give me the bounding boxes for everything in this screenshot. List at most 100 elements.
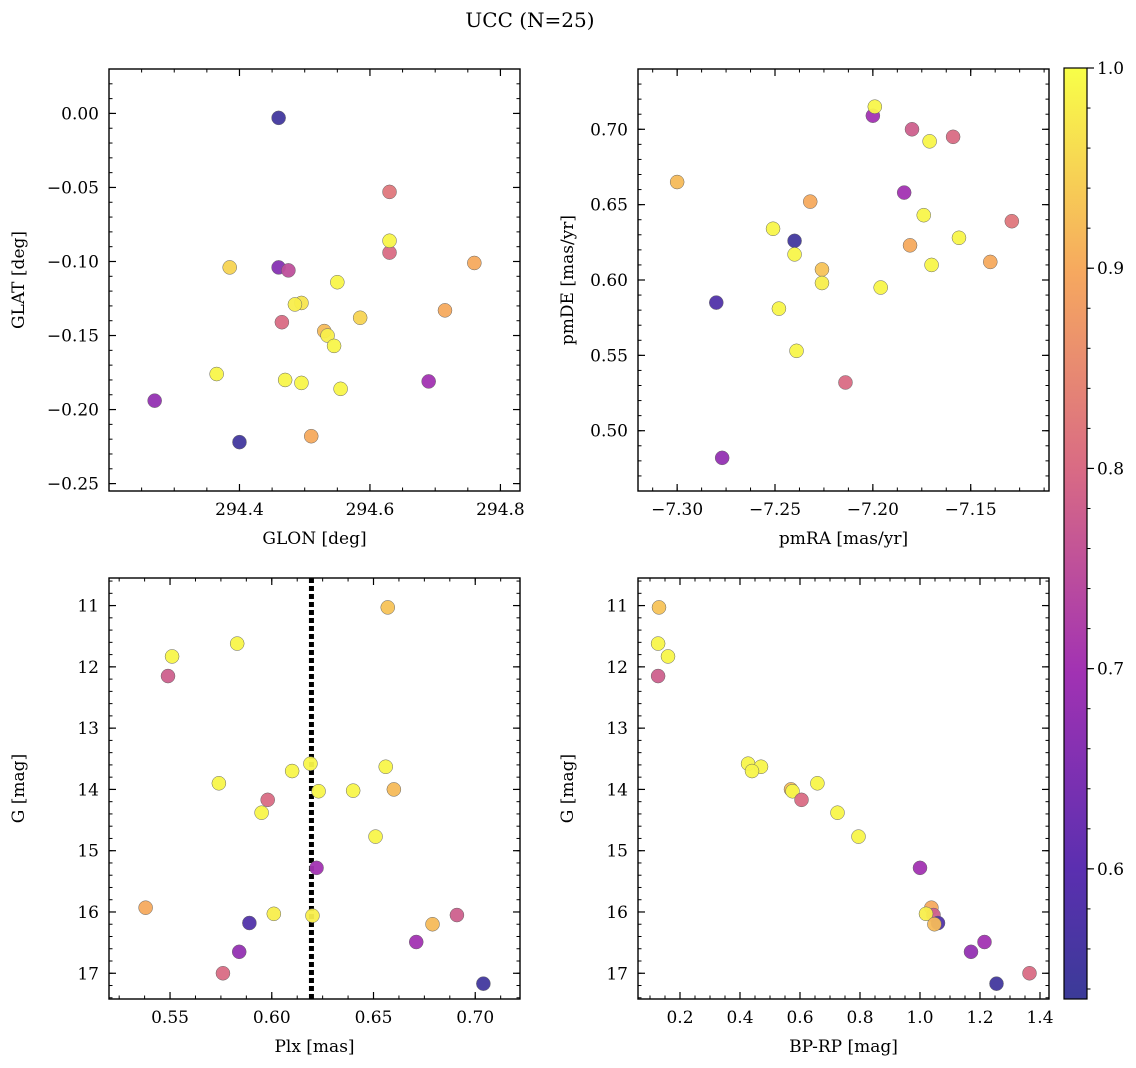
y-axis-label: pmDE [mas/yr] (558, 215, 578, 345)
data-point (765, 221, 781, 237)
data-point (382, 233, 397, 249)
data-point (927, 916, 942, 932)
x-tick-label: 294.4 (215, 500, 264, 520)
data-point (912, 860, 928, 876)
data-point (382, 184, 397, 200)
data-point (467, 255, 482, 271)
y-axis-label: GLAT [deg] (9, 231, 29, 329)
panel-pmra-pmde: −7.30 −7.25 −7.20 −7.15 0.50 0.55 0.60 0.65 0.70… (558, 68, 1050, 549)
data-point (867, 99, 883, 114)
x-tick-label: 0.2 (666, 1008, 693, 1028)
panel-plx-g: 0.55 0.60 0.65 0.70 11 12 13 14 15 16 17 Plx [mas] G… (9, 577, 521, 1057)
data-point (437, 303, 453, 318)
data-point (651, 600, 667, 615)
data-point (232, 434, 247, 450)
data-point (830, 805, 845, 820)
axes-frame (637, 577, 1050, 1000)
y-tick-label: 13 (77, 719, 99, 739)
data-point (922, 134, 937, 149)
x-axis-label: BP-RP [mag] (789, 1037, 898, 1057)
data-point (425, 916, 440, 932)
data-point (660, 649, 676, 664)
data-point (386, 782, 402, 797)
x-tick-label: −7.25 (749, 500, 801, 520)
data-point (281, 263, 296, 278)
data-point (771, 301, 787, 316)
data-point (945, 129, 961, 145)
data-point (851, 829, 866, 844)
data-point (902, 238, 918, 253)
x-tick-label: 1.2 (966, 1008, 993, 1028)
data-point (421, 374, 436, 389)
colorbar-tick-label: 0.7 (1097, 660, 1124, 680)
data-point (896, 185, 912, 200)
data-point (650, 636, 666, 651)
y-tick-label: 14 (77, 780, 99, 800)
data-point (254, 805, 269, 820)
y-tick-label: 11 (606, 597, 628, 617)
data-point (222, 260, 237, 275)
data-point (951, 230, 967, 246)
panels: 294.4 294.6 294.8 0.00 −0.05 −0.10 −0.15 −0.20 −… (9, 68, 1054, 1057)
y-tick-label: 16 (77, 903, 99, 923)
data-point (160, 668, 176, 684)
data-point (138, 900, 153, 915)
y-tick-label: 0.65 (590, 196, 628, 216)
data-point (260, 792, 275, 808)
data-point (380, 600, 395, 615)
x-tick-label: −7.15 (945, 500, 997, 520)
x-tick-label: −7.20 (847, 500, 899, 520)
colorbar-tick-label: 1.0 (1097, 59, 1124, 79)
x-tick-label: 1.4 (1026, 1008, 1053, 1028)
data-point (408, 934, 424, 950)
x-tick-label: 0.4 (726, 1008, 753, 1028)
x-tick-label: 294.6 (346, 500, 395, 520)
y-tick-label: 13 (606, 719, 628, 739)
y-tick-label: 15 (606, 842, 628, 862)
y-tick-label: 15 (77, 842, 99, 862)
data-point (211, 776, 227, 791)
y-tick-label: 12 (77, 658, 99, 678)
data-point (294, 375, 309, 391)
data-point (368, 829, 383, 844)
x-axis-label: GLON [deg] (262, 529, 366, 549)
colorbar-gradient (1063, 67, 1088, 1000)
data-point (1004, 213, 1020, 229)
data-point (989, 976, 1004, 991)
data-point (810, 776, 825, 791)
y-tick-label: 0.00 (61, 104, 99, 124)
data-point (229, 636, 245, 651)
y-tick-label: 11 (77, 597, 99, 617)
data-point (326, 338, 342, 354)
data-point (916, 207, 931, 223)
colorbar-ticks: 0.6 0.7 0.8 0.9 1.0 (1087, 59, 1124, 990)
data-point (274, 314, 290, 330)
x-tick-label: 0.70 (456, 1008, 494, 1028)
data-point (231, 944, 247, 960)
data-point (802, 194, 818, 209)
data-point (320, 328, 335, 343)
data-point (789, 343, 804, 359)
data-point (345, 783, 361, 798)
data-point (277, 372, 293, 388)
y-tick-label: −0.15 (47, 327, 99, 347)
data-point (977, 934, 992, 950)
data-point (714, 450, 730, 466)
axes-frame (108, 68, 521, 492)
y-tick-label: 0.50 (590, 422, 628, 442)
data-point (709, 295, 724, 310)
data-point (814, 275, 830, 291)
data-point (476, 976, 491, 991)
data-point (333, 381, 348, 397)
x-tick-label: 1.0 (906, 1008, 933, 1028)
y-tick-label: 17 (606, 964, 628, 984)
colorbar-tick-label: 0.8 (1097, 459, 1124, 479)
data-point (266, 906, 282, 922)
data-point (924, 257, 939, 273)
data-point (303, 428, 319, 444)
data-point (449, 907, 465, 923)
x-axis-label: pmRA [mas/yr] (779, 529, 908, 549)
data-point (669, 174, 685, 190)
x-axis-label: Plx [mas] (274, 1037, 354, 1057)
data-point (814, 262, 830, 277)
